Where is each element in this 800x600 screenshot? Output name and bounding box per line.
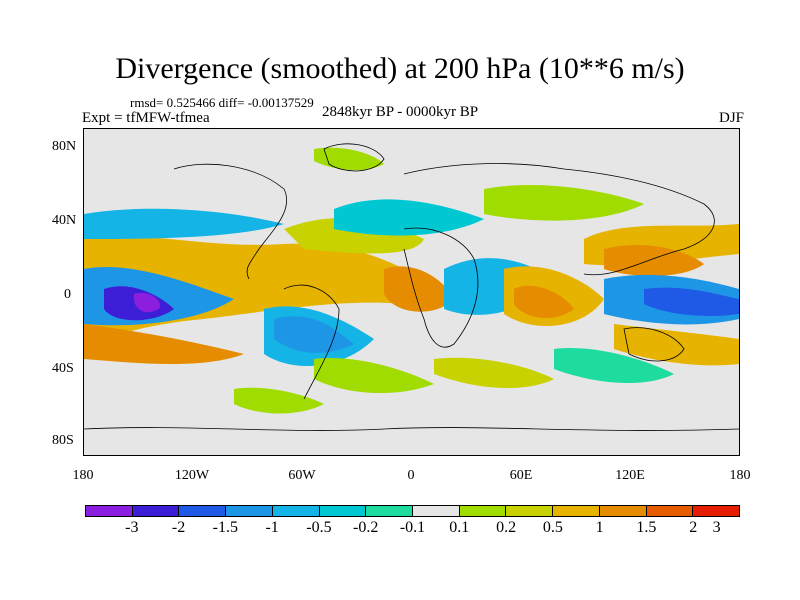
lat-label-0: 0 (64, 287, 71, 302)
lat-label-40s: 40S (52, 361, 74, 376)
lon-label-180e: 180 (729, 468, 751, 483)
colorbar-label: -3 (125, 519, 139, 536)
colorbar-swatch (319, 506, 367, 516)
lat-label-40n: 40N (52, 213, 77, 228)
colorbar-swatch (693, 506, 740, 516)
stats-text: rmsd= 0.525466 diff= -0.00137529 (130, 95, 314, 110)
colorbar-swatch (226, 506, 273, 516)
colorbar-label: -0.5 (306, 519, 332, 536)
colorbar-swatch (132, 506, 180, 516)
colorbar-label: -1.5 (212, 519, 239, 536)
colorbar-swatch (506, 506, 554, 516)
colorbar-swatch (272, 506, 320, 516)
lon-label-60e: 60E (509, 468, 533, 483)
colorbar-swatch (646, 506, 694, 516)
season-label: DJF (718, 110, 744, 126)
colorbar-label: 1 (595, 519, 604, 536)
colorbar-label: -0.2 (353, 519, 379, 536)
experiment-label: Expt = tfMFW-tfmea (82, 110, 210, 126)
colorbar-label: -2 (171, 519, 186, 536)
lon-label-0: 0 (407, 468, 415, 483)
colorbar-swatch (599, 506, 647, 516)
colorbar-label: 3 (712, 519, 721, 536)
lat-label-80s: 80S (52, 433, 74, 448)
lon-label-120w: 120W (174, 468, 210, 483)
colorbar-label: 0.5 (542, 519, 563, 536)
colorbar-swatch (366, 506, 414, 516)
colorbar-labels: -3 -2 -1.5 -1 -0.5 -0.2 -0.1 0.1 0.2 0.5 1 1.5 2 3 (0, 519, 800, 539)
lat-label-80n: 80N (52, 139, 77, 154)
colorbar-label: 0.1 (449, 519, 470, 536)
colorbar-label: 2 (689, 519, 698, 536)
colorbar-swatch (413, 506, 460, 516)
colorbar-swatch (553, 506, 600, 516)
lon-label-180w: 180 (72, 468, 94, 483)
divergence-map (83, 128, 740, 456)
colorbar (85, 505, 740, 517)
colorbar-label: -0.1 (399, 519, 426, 536)
colorbar-swatch (86, 506, 133, 516)
colorbar-swatch (179, 506, 227, 516)
colorbar-label: 0.2 (496, 519, 517, 536)
lon-label-120e: 120E (615, 468, 645, 483)
colorbar-swatch (459, 506, 507, 516)
colorbar-label: -1 (265, 519, 279, 536)
colorbar-label: 1.5 (636, 519, 657, 536)
period-label: 2848kyr BP - 0000kyr BP (322, 104, 479, 120)
lon-label-60w: 60W (288, 468, 316, 483)
plot-title: Divergence (smoothed) at 200 hPa (10**6 … (115, 52, 685, 85)
